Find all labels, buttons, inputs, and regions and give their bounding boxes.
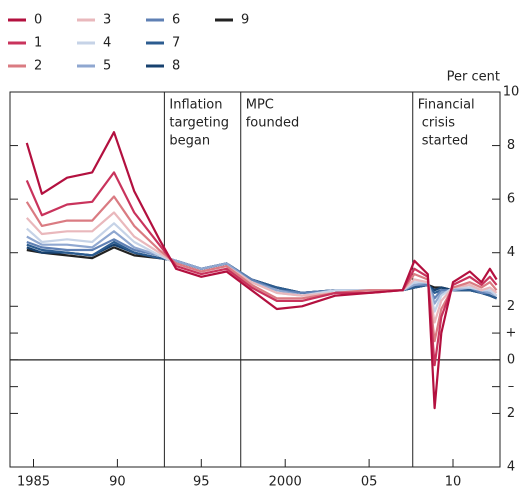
x-tick-label: 90 bbox=[109, 475, 126, 490]
x-tick-label: 2000 bbox=[269, 475, 302, 490]
event-label: began bbox=[169, 134, 210, 149]
series-line bbox=[25, 211, 498, 324]
event-label: founded bbox=[246, 116, 300, 131]
legend-label: 3 bbox=[103, 13, 111, 28]
x-tick-label: 05 bbox=[361, 475, 378, 490]
plot-frame bbox=[9, 91, 501, 468]
x-tick-label: 1985 bbox=[17, 475, 50, 490]
event-label: started bbox=[422, 134, 469, 149]
legend-label: 7 bbox=[172, 36, 180, 51]
y-tick-label: 4 bbox=[507, 460, 515, 475]
y-tick-label: 2 bbox=[507, 299, 515, 314]
legend-label: 8 bbox=[172, 59, 180, 74]
event-label: MPC bbox=[246, 98, 274, 113]
series-line bbox=[25, 171, 498, 367]
event-label: Financial bbox=[418, 98, 475, 113]
legend-label: 1 bbox=[34, 36, 42, 51]
legend-label: 2 bbox=[34, 59, 42, 74]
event-label: targeting bbox=[169, 116, 229, 131]
legend-label: 6 bbox=[172, 13, 180, 28]
series-line bbox=[25, 195, 498, 343]
y-tick-label: 10 bbox=[503, 85, 520, 100]
y-tick-label: – bbox=[508, 379, 515, 394]
y-tick-label: 8 bbox=[507, 138, 515, 153]
y-tick-label: + bbox=[506, 326, 517, 341]
y-tick-label: 0 bbox=[507, 352, 515, 367]
legend-label: 9 bbox=[241, 13, 249, 28]
y-tick-label: 4 bbox=[507, 245, 515, 260]
event-label: crisis bbox=[422, 116, 455, 131]
x-tick-label: 95 bbox=[193, 475, 210, 490]
legend-label: 4 bbox=[103, 36, 111, 51]
legend-label: 5 bbox=[103, 59, 111, 74]
legend-label: 0 bbox=[34, 13, 42, 28]
event-label: Inflation bbox=[169, 98, 222, 113]
y-axis-label: Per cent bbox=[447, 70, 500, 85]
series-line bbox=[25, 131, 498, 410]
y-tick-label: 6 bbox=[507, 192, 515, 207]
x-tick-label: 10 bbox=[445, 475, 462, 490]
y-tick-label: 2 bbox=[507, 406, 515, 421]
